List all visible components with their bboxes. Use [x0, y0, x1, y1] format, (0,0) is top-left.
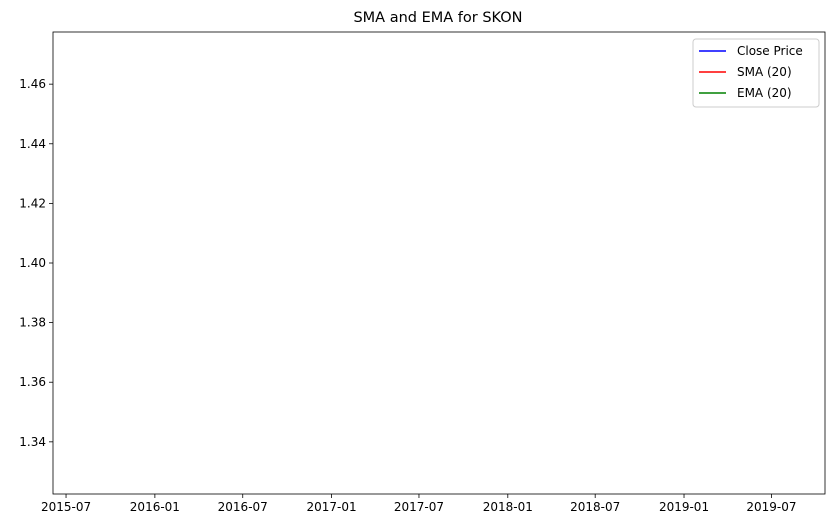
- x-tick-label: 2015-07: [41, 500, 91, 514]
- y-tick-label: 1.44: [19, 137, 46, 151]
- legend-label: Close Price: [737, 44, 803, 58]
- y-tick-label: 1.46: [19, 77, 46, 91]
- y-tick-label: 1.36: [19, 375, 46, 389]
- y-tick-label: 1.42: [19, 196, 46, 210]
- x-tick-label: 2017-07: [394, 500, 444, 514]
- x-tick-label: 2019-01: [659, 500, 709, 514]
- x-tick-label: 2019-07: [746, 500, 796, 514]
- y-axis: 1.34 1.36 1.38 1.40 1.42 1.44 1.46: [19, 77, 53, 449]
- x-tick-label: 2018-01: [483, 500, 533, 514]
- legend-label: SMA (20): [737, 65, 792, 79]
- x-tick-label: 2018-07: [570, 500, 620, 514]
- y-tick-label: 1.38: [19, 316, 46, 330]
- x-axis: 2015-07 2016-01 2016-07 2017-01 2017-07 2018-…: [41, 494, 796, 514]
- x-tick-label: 2016-01: [130, 500, 180, 514]
- legend-label: EMA (20): [737, 86, 792, 100]
- legend: Close Price SMA (20) EMA (20): [692, 38, 820, 108]
- legend-box: [692, 38, 820, 108]
- x-tick-label: 2017-01: [307, 500, 357, 514]
- x-tick-label: 2016-07: [218, 500, 268, 514]
- y-tick-label: 1.34: [19, 435, 46, 449]
- y-tick-label: 1.40: [19, 256, 46, 270]
- chart-title: SMA and EMA for SKON: [353, 10, 522, 26]
